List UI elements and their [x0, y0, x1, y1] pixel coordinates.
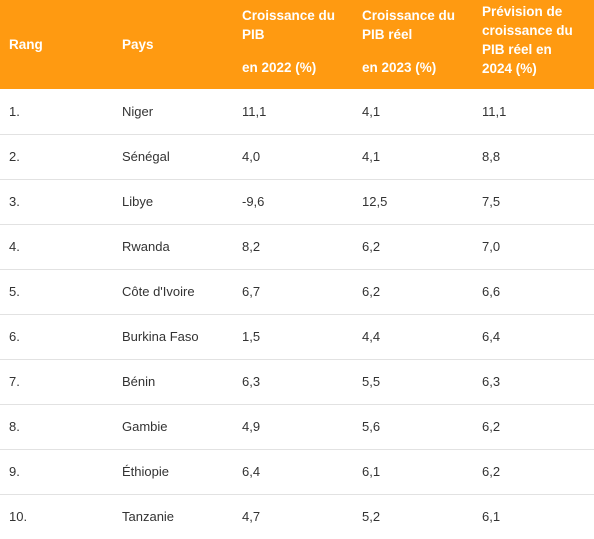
cell-growth-2022: 4,7: [242, 509, 261, 525]
cell-country: Bénin: [122, 374, 156, 389]
table-row: 1. Niger 11,1 4,1 11,1: [0, 89, 594, 134]
cell-forecast-2024: 7,5: [482, 194, 501, 209]
cell-forecast-2024: 6,6: [482, 284, 501, 299]
cell-country: Niger: [122, 103, 154, 119]
table-row: 6. Burkina Faso 1,5 4,4 6,4: [0, 314, 594, 359]
cell-forecast-2024: 6,2: [482, 419, 501, 434]
cell-country: Sénégal: [122, 149, 170, 164]
header-growth-2022: Croissance du PIB en 2022 (%): [233, 0, 353, 89]
cell-rank: 5.: [9, 284, 20, 299]
header-growth-2022-line2: PIB: [242, 27, 265, 42]
table-row: 8. Gambie 4,9 5,6 6,2: [0, 404, 594, 449]
cell-forecast-2024: 6,4: [482, 329, 501, 344]
header-row: Rang Pays Croissance du PIB en 2022 (%) …: [0, 0, 594, 89]
cell-growth-2023: 5,2: [362, 509, 381, 525]
table-row: 10. Tanzanie 4,7 5,2 6,1: [0, 494, 594, 539]
cell-rank: 6.: [9, 329, 20, 344]
header-forecast-2024-line3: PIB réel en: [482, 42, 552, 57]
table-row: 7. Bénin 6,3 5,5 6,3: [0, 359, 594, 404]
cell-growth-2022: 11,1: [242, 103, 267, 119]
table-header: Rang Pays Croissance du PIB en 2022 (%) …: [0, 0, 594, 89]
cell-growth-2022: 1,5: [242, 329, 261, 344]
cell-growth-2022: -9,6: [242, 194, 265, 209]
cell-forecast-2024: 7,0: [482, 239, 501, 254]
cell-forecast-2024: 8,8: [482, 149, 501, 164]
table-row: 3. Libye -9,6 12,5 7,5: [0, 179, 594, 224]
cell-growth-2022: 6,4: [242, 464, 261, 479]
cell-growth-2023: 4,1: [362, 103, 381, 119]
cell-rank: 10.: [9, 509, 28, 525]
cell-growth-2023: 4,4: [362, 329, 381, 344]
header-growth-2023-line3: en 2023 (%): [362, 60, 437, 75]
cell-country: Rwanda: [122, 239, 170, 254]
table-row: 9. Éthiopie 6,4 6,1 6,2: [0, 449, 594, 494]
cell-rank: 4.: [9, 239, 20, 254]
cell-rank: 9.: [9, 464, 20, 479]
header-country: Pays: [122, 37, 154, 52]
cell-forecast-2024: 6,3: [482, 374, 501, 389]
cell-country: Côte d'Ivoire: [122, 284, 195, 299]
cell-growth-2022: 6,3: [242, 374, 261, 389]
header-forecast-2024-line1: Prévision de: [482, 4, 563, 19]
cell-forecast-2024: 6,2: [482, 464, 501, 479]
table-body: 1. Niger 11,1 4,1 11,1 2. Sénégal 4,0 4,1 8,8 3. Li…: [0, 89, 594, 539]
cell-rank: 1.: [9, 103, 20, 119]
cell-forecast-2024: 6,1: [482, 509, 501, 525]
header-growth-2022-line1: Croissance du: [242, 8, 336, 23]
cell-rank: 8.: [9, 419, 20, 434]
header-growth-2023-line2: PIB réel: [362, 27, 413, 42]
cell-rank: 7.: [9, 374, 20, 389]
table-row: 4. Rwanda 8,2 6,2 7,0: [0, 224, 594, 269]
table-row: 2. Sénégal 4,0 4,1 8,8: [0, 134, 594, 179]
cell-forecast-2024: 11,1: [482, 103, 507, 119]
cell-growth-2023: 6,2: [362, 284, 381, 299]
header-growth-2023-line1: Croissance du: [362, 8, 456, 23]
header-growth-2022-line3: en 2022 (%): [242, 60, 317, 75]
cell-country: Éthiopie: [122, 464, 169, 479]
cell-country: Libye: [122, 194, 154, 209]
cell-growth-2023: 4,1: [362, 149, 381, 164]
cell-growth-2022: 4,9: [242, 419, 261, 434]
header-rank: Rang: [9, 37, 43, 52]
cell-rank: 2.: [9, 149, 20, 164]
cell-growth-2023: 5,5: [362, 374, 381, 389]
cell-growth-2023: 5,6: [362, 419, 381, 434]
cell-growth-2023: 12,5: [362, 194, 388, 209]
cell-country: Tanzanie: [122, 509, 175, 525]
cell-growth-2022: 6,7: [242, 284, 261, 299]
cell-country: Gambie: [122, 419, 168, 434]
header-growth-2023: Croissance du PIB réel en 2023 (%): [353, 0, 473, 89]
cell-growth-2023: 6,1: [362, 464, 381, 479]
cell-growth-2022: 4,0: [242, 149, 261, 164]
cell-country: Burkina Faso: [122, 329, 199, 344]
header-forecast-2024-line4: 2024 (%): [482, 61, 537, 76]
table-row: 5. Côte d'Ivoire 6,7 6,2 6,6: [0, 269, 594, 314]
cell-rank: 3.: [9, 194, 20, 209]
header-forecast-2024-line2: croissance du: [482, 23, 573, 38]
cell-growth-2023: 6,2: [362, 239, 381, 254]
header-forecast-2024: Prévision de croissance du PIB réel en 2…: [473, 0, 594, 89]
cell-growth-2022: 8,2: [242, 239, 261, 254]
